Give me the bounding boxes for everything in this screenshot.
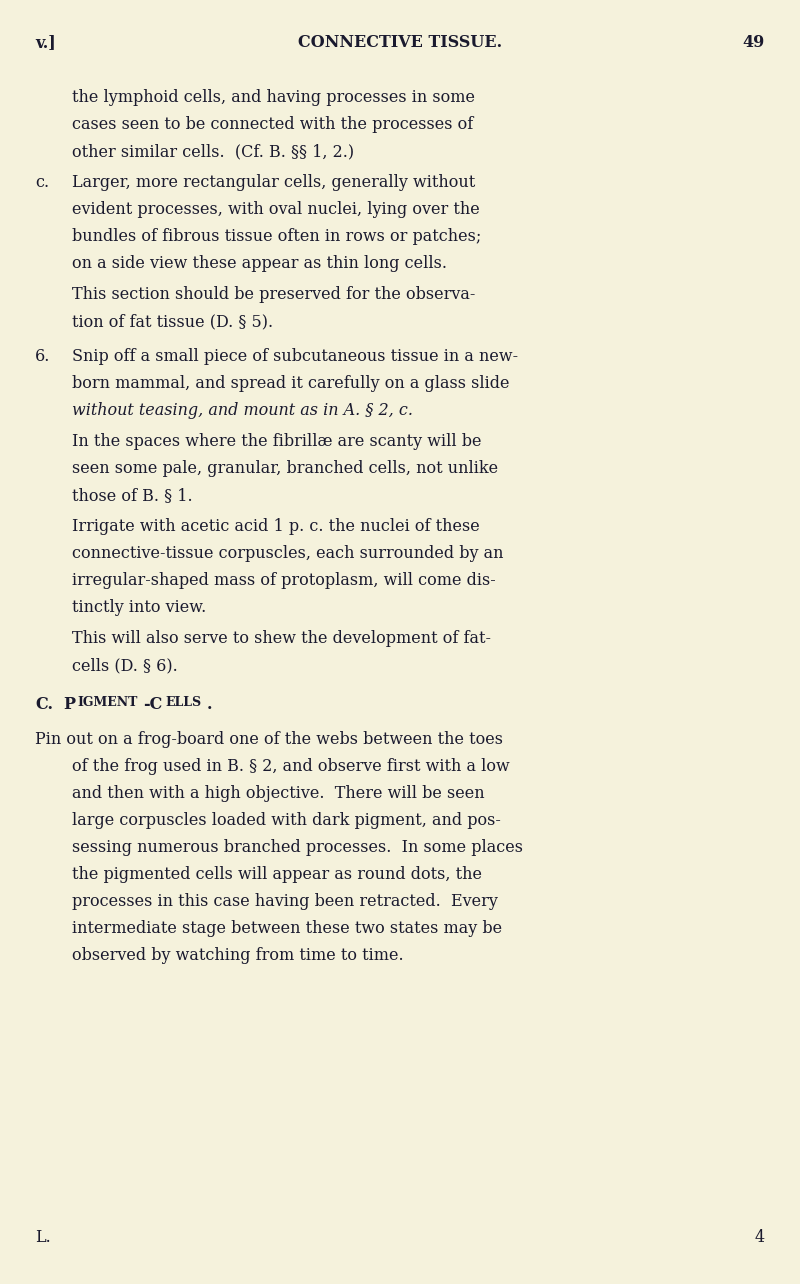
Text: This will also serve to shew the development of fat-: This will also serve to shew the develop… [72, 630, 491, 647]
Text: Snip off a small piece of subcutaneous tissue in a new-: Snip off a small piece of subcutaneous t… [72, 348, 518, 365]
Text: Irrigate with acetic acid 1 p. c. the nuclei of these: Irrigate with acetic acid 1 p. c. the nu… [72, 517, 480, 535]
Text: processes in this case having been retracted.  Every: processes in this case having been retra… [72, 892, 498, 910]
Text: C.: C. [35, 696, 53, 713]
Text: IGMENT: IGMENT [77, 696, 138, 709]
Text: cases seen to be connected with the processes of: cases seen to be connected with the proc… [72, 116, 474, 134]
Text: bundles of fibrous tissue often in rows or patches;: bundles of fibrous tissue often in rows … [72, 229, 482, 245]
Text: those of B. § 1.: those of B. § 1. [72, 487, 193, 505]
Text: intermediate stage between these two states may be: intermediate stage between these two sta… [72, 921, 502, 937]
Text: ELLS: ELLS [165, 696, 201, 709]
Text: This section should be preserved for the observa-: This section should be preserved for the… [72, 286, 475, 303]
Text: 4: 4 [755, 1229, 765, 1245]
Text: observed by watching from time to time.: observed by watching from time to time. [72, 948, 404, 964]
Text: tinctly into view.: tinctly into view. [72, 600, 206, 616]
Text: P: P [63, 696, 75, 713]
Text: irregular-shaped mass of protoplasm, will come dis-: irregular-shaped mass of protoplasm, wil… [72, 571, 496, 589]
Text: sessing numerous branched processes.  In some places: sessing numerous branched processes. In … [72, 838, 523, 856]
Text: CONNECTIVE TISSUE.: CONNECTIVE TISSUE. [298, 33, 502, 51]
Text: c.: c. [35, 175, 49, 191]
Text: v.]: v.] [35, 33, 56, 51]
Text: connective-tissue corpuscles, each surrounded by an: connective-tissue corpuscles, each surro… [72, 544, 503, 562]
Text: tion of fat tissue (D. § 5).: tion of fat tissue (D. § 5). [72, 313, 273, 330]
Text: seen some pale, granular, branched cells, not unlike: seen some pale, granular, branched cells… [72, 460, 498, 476]
Text: Larger, more rectangular cells, generally without: Larger, more rectangular cells, generall… [72, 175, 475, 191]
Text: of the frog used in B. § 2, and observe first with a low: of the frog used in B. § 2, and observe … [72, 758, 510, 776]
Text: and then with a high objective.  There will be seen: and then with a high objective. There wi… [72, 785, 485, 802]
Text: -C: -C [143, 696, 163, 713]
Text: L.: L. [35, 1229, 50, 1245]
Text: the pigmented cells will appear as round dots, the: the pigmented cells will appear as round… [72, 865, 482, 883]
Text: the lymphoid cells, and having processes in some: the lymphoid cells, and having processes… [72, 89, 475, 107]
Text: large corpuscles loaded with dark pigment, and pos-: large corpuscles loaded with dark pigmen… [72, 811, 501, 829]
Text: Pin out on a frog-board one of the webs between the toes: Pin out on a frog-board one of the webs … [35, 731, 503, 749]
Text: In the spaces where the fibrillæ are scanty will be: In the spaces where the fibrillæ are sca… [72, 433, 482, 449]
Text: on a side view these appear as thin long cells.: on a side view these appear as thin long… [72, 256, 447, 272]
Text: cells (D. § 6).: cells (D. § 6). [72, 657, 178, 674]
Text: without teasing, and mount as in A. § 2, c.: without teasing, and mount as in A. § 2,… [72, 402, 413, 419]
Text: other similar cells.  (Cf. B. §§ 1, 2.): other similar cells. (Cf. B. §§ 1, 2.) [72, 143, 354, 160]
Text: 6.: 6. [35, 348, 50, 365]
Text: .: . [207, 696, 213, 713]
Text: born mammal, and spread it carefully on a glass slide: born mammal, and spread it carefully on … [72, 375, 510, 392]
Text: evident processes, with oval nuclei, lying over the: evident processes, with oval nuclei, lyi… [72, 202, 480, 218]
Text: 49: 49 [742, 33, 765, 51]
